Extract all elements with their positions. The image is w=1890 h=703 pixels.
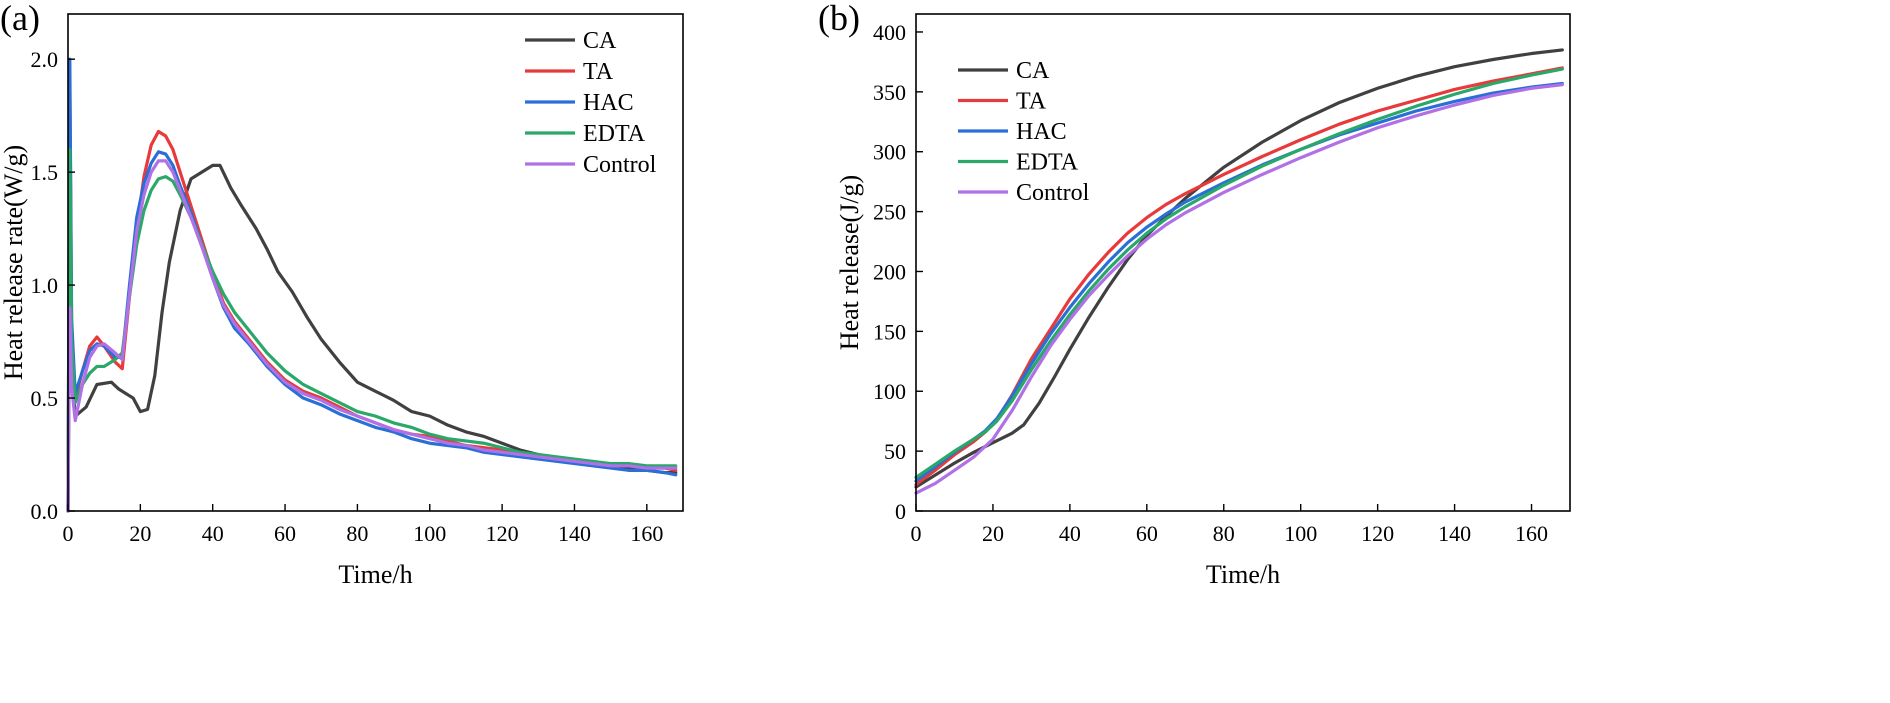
legend-label-hac: HAC <box>583 90 634 116</box>
series-line-edta <box>914 67 1564 480</box>
x-tick-label: 40 <box>202 521 224 546</box>
x-tick-label: 160 <box>630 521 663 546</box>
plot-frame <box>67 13 684 512</box>
legend-label-ca: CA <box>583 28 617 54</box>
panel-a-heat-release-rate-chart: (a) 0 20 40 60 80 100 120 140 160 0.0 0.5 1.0 1.5 2.0… <box>0 0 684 589</box>
plot-frame <box>915 13 1571 512</box>
y-tick-label: 1.0 <box>31 273 59 298</box>
legend-label-control: Control <box>583 152 657 178</box>
panel-a-label: (a) <box>0 0 40 38</box>
x-tick-label: 120 <box>486 521 519 546</box>
x-tick-label: 0 <box>911 521 922 546</box>
x-axis-title: Time/h <box>1206 560 1280 589</box>
y-tick-label: 300 <box>873 140 906 165</box>
x-tick-label: 80 <box>1213 521 1235 546</box>
series-line-hac <box>914 81 1564 483</box>
legend-label-ta: TA <box>583 59 614 85</box>
x-tick-label: 140 <box>1438 521 1471 546</box>
x-tick-label: 40 <box>1059 521 1081 546</box>
series-line-ca <box>914 48 1564 489</box>
series-line-control <box>914 83 1564 495</box>
series-line-control <box>66 159 678 513</box>
panel-b-heat-release-chart: (b) 0 20 40 60 80 100 120 140 160 0 50 100 150 200 250… <box>818 0 1571 589</box>
y-tick-label: 350 <box>873 80 906 105</box>
x-tick-label: 60 <box>274 521 296 546</box>
y-tick-label: 250 <box>873 200 906 225</box>
y-tick-label: 400 <box>873 20 906 45</box>
y-tick-label: 0.5 <box>31 386 59 411</box>
x-tick-label: 0 <box>63 521 74 546</box>
x-tick-label: 100 <box>1284 521 1317 546</box>
x-tick-label: 20 <box>129 521 151 546</box>
y-tick-label: 2.0 <box>31 47 59 72</box>
legend-label-ca: CA <box>1016 58 1050 84</box>
x-tick-label: 80 <box>346 521 368 546</box>
legend-label-control: Control <box>1016 180 1090 206</box>
legend-label-edta: EDTA <box>1016 150 1079 176</box>
y-axis-title: Heat release rate(W/g) <box>0 145 28 380</box>
panel-b-label: (b) <box>818 0 860 38</box>
x-tick-label: 60 <box>1136 521 1158 546</box>
y-axis-title: Heat release(J/g) <box>835 175 864 350</box>
y-tick-label: 0 <box>895 499 906 524</box>
y-tick-label: 1.5 <box>31 160 59 185</box>
legend-label-edta: EDTA <box>583 121 646 147</box>
x-tick-label: 140 <box>558 521 591 546</box>
x-tick-label: 20 <box>982 521 1004 546</box>
x-tick-label: 100 <box>413 521 446 546</box>
y-tick-label: 50 <box>884 439 906 464</box>
y-tick-label: 0.0 <box>31 499 59 524</box>
legend-label-hac: HAC <box>1016 119 1067 145</box>
series-line-edta <box>66 147 678 513</box>
y-tick-label: 150 <box>873 319 906 344</box>
x-tick-label: 120 <box>1361 521 1394 546</box>
y-tick-label: 200 <box>873 259 906 284</box>
legend-label-ta: TA <box>1016 89 1047 115</box>
series-line-ta <box>914 66 1564 487</box>
x-axis-title: Time/h <box>338 560 412 589</box>
x-tick-label: 160 <box>1515 521 1548 546</box>
y-tick-label: 100 <box>873 379 906 404</box>
